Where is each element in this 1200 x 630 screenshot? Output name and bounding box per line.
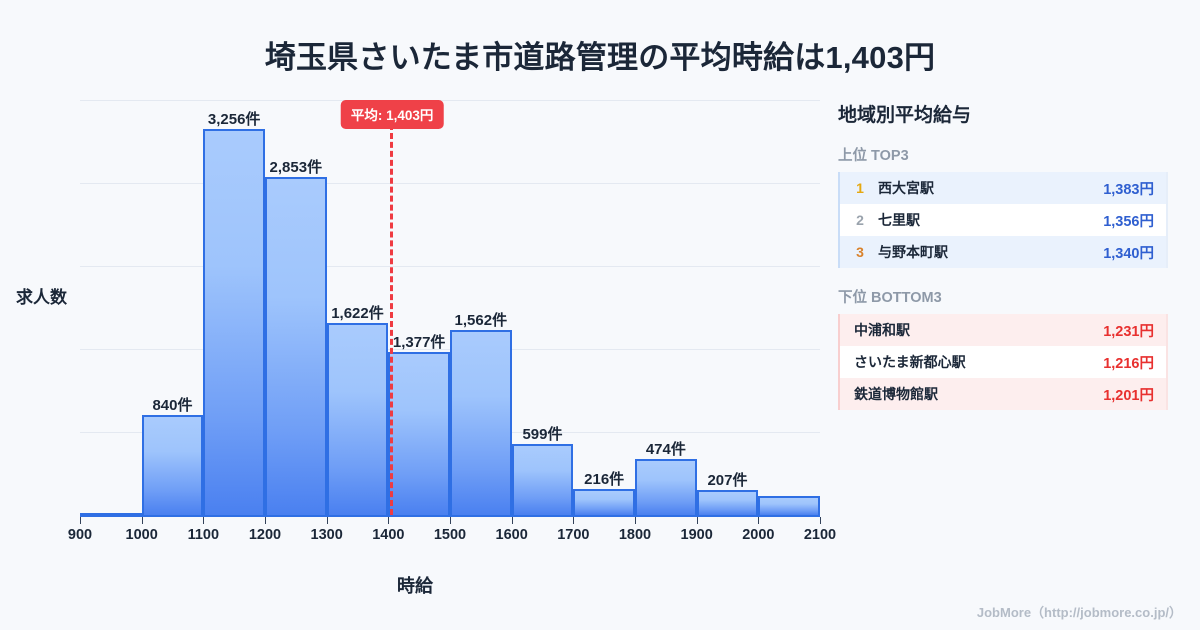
bottom3-row[interactable]: 鉄道博物館駅 1,201円 xyxy=(840,378,1166,410)
axis-tick xyxy=(758,517,760,524)
axis-tick-label: 1600 xyxy=(495,527,528,543)
station-name: 鉄道博物館駅 xyxy=(854,386,938,402)
station-salary: 1,340円 xyxy=(1103,245,1154,262)
bar xyxy=(450,329,512,515)
watermark: JobMore（http://jobmore.co.jp/） xyxy=(976,605,1182,620)
average-badge: 平均: 1,403円 xyxy=(340,100,444,129)
axis-tick-label: 1300 xyxy=(310,527,343,543)
axis-tick xyxy=(450,517,451,524)
axis-tick-label: 2100 xyxy=(803,527,837,543)
bar xyxy=(758,496,820,515)
axis-tick-label: 1100 xyxy=(187,527,220,543)
axis-tick-label: 2000 xyxy=(742,527,775,543)
station-name: 与野本町駅 xyxy=(878,244,948,260)
axis-tick xyxy=(388,517,390,524)
station-salary: 1,216円 xyxy=(1103,355,1154,372)
station-name: 西大宮駅 xyxy=(878,180,934,196)
y-axis-title: 求人数 xyxy=(16,288,67,307)
rank-number: 2 xyxy=(856,212,864,228)
sidebar-title: 地域別平均給与 xyxy=(838,105,972,126)
rank-number: 3 xyxy=(856,244,864,260)
bar xyxy=(326,322,389,515)
top3-table: 1 西大宮駅 1,383円 2 七里駅 1,356円 3 与野本町駅 1,340円 xyxy=(838,172,1168,268)
axis-tick xyxy=(203,517,205,524)
region-salary-panel: 地域別平均給与 上位 TOP3 1 西大宮駅 1,383円 2 七里駅 1,356円 3 与野… xyxy=(838,100,1168,428)
bar-value-label: 1,562件 xyxy=(454,311,508,329)
axis-tick-label: 1200 xyxy=(248,527,282,543)
axis-tick-label: 1000 xyxy=(125,527,158,543)
bar xyxy=(511,443,574,515)
axis-tick xyxy=(265,517,266,524)
axis-tick xyxy=(511,517,513,524)
top3-section-label: 上位 TOP3 xyxy=(838,148,909,164)
top3-row[interactable]: 1 西大宮駅 1,383円 xyxy=(840,172,1166,204)
gridline xyxy=(80,266,820,267)
bar-value-label: 2,853件 xyxy=(269,158,323,176)
bottom3-table: 中浦和駅 1,231円さいたま新都心駅 1,216円鉄道博物館駅 1,201円 xyxy=(838,314,1168,410)
bar xyxy=(696,490,759,515)
bar-value-label: 599件 xyxy=(522,425,563,443)
axis-tick xyxy=(573,517,575,524)
bottom3-row[interactable]: 中浦和駅 1,231円 xyxy=(840,314,1166,346)
axis-tick xyxy=(635,517,636,524)
rank-number: 1 xyxy=(856,180,864,196)
station-name: 中浦和駅 xyxy=(854,322,910,338)
axis-tick-label: 1900 xyxy=(680,527,713,543)
bar xyxy=(141,415,204,515)
gridline xyxy=(80,183,820,184)
axis-tick xyxy=(820,517,821,524)
bar-value-label: 840件 xyxy=(152,397,193,415)
bar-value-label: 3,256件 xyxy=(207,110,261,128)
axis-tick xyxy=(80,517,81,524)
bar xyxy=(388,351,450,515)
station-salary: 1,383円 xyxy=(1103,181,1154,198)
histogram-chart: 求人数 840件 3,256件 2,853件 1,622件 1,377件 1,562件 59… xyxy=(0,95,836,596)
bar-value-label: 474件 xyxy=(645,440,686,458)
bar xyxy=(573,489,635,515)
axis-tick-label: 1800 xyxy=(618,527,652,543)
bar xyxy=(203,128,265,515)
bar-series xyxy=(80,100,820,515)
top3-row[interactable]: 3 与野本町駅 1,340円 xyxy=(840,236,1166,268)
bar-value-label: 216件 xyxy=(584,471,625,489)
axis-tick-label: 900 xyxy=(67,527,93,543)
bottom3-section-label: 下位 BOTTOM3 xyxy=(838,290,942,306)
axis-tick xyxy=(141,517,143,524)
station-name: さいたま新都心駅 xyxy=(854,354,966,370)
bar-value-label: 207件 xyxy=(707,472,748,490)
page-title: 埼玉県さいたま市道路管理の平均時給は1,403円 xyxy=(264,40,936,75)
axis-tick-label: 1700 xyxy=(557,527,590,543)
plot-area: 840件 3,256件 2,853件 1,622件 1,377件 1,562件 599件 21… xyxy=(68,100,836,543)
axis-tick-label: 1500 xyxy=(433,527,467,543)
top3-row[interactable]: 2 七里駅 1,356円 xyxy=(840,204,1166,236)
station-name: 七里駅 xyxy=(878,212,920,228)
axis-tick xyxy=(696,517,698,524)
station-salary: 1,356円 xyxy=(1103,213,1154,230)
bar-value-label: 1,622件 xyxy=(331,304,384,322)
station-salary: 1,201円 xyxy=(1103,387,1154,404)
bar-value-label: 1,377件 xyxy=(392,333,446,351)
x-axis-title: 時給 xyxy=(397,576,433,596)
bar xyxy=(80,513,142,515)
station-salary: 1,231円 xyxy=(1103,323,1154,340)
bar xyxy=(265,176,327,515)
axis-tick xyxy=(326,517,328,524)
bottom3-row[interactable]: さいたま新都心駅 1,216円 xyxy=(840,346,1166,378)
axis-tick-label: 1400 xyxy=(372,527,405,543)
average-line xyxy=(390,124,394,515)
gridline xyxy=(80,100,820,101)
bar xyxy=(635,458,697,515)
x-axis-line xyxy=(80,515,820,517)
